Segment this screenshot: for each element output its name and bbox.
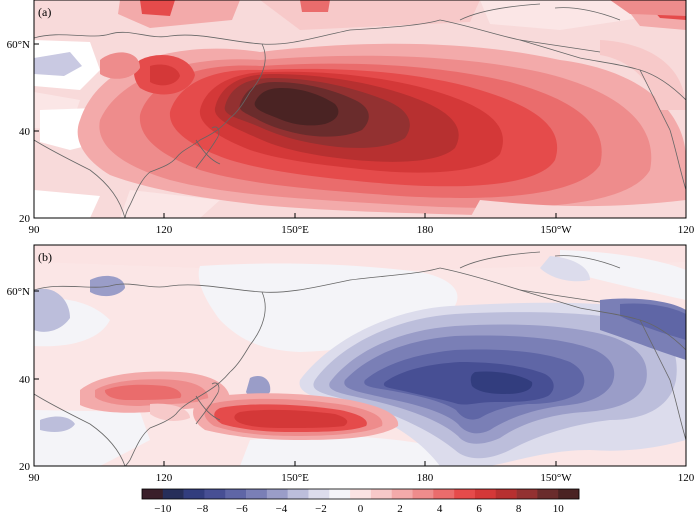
panel-b-x-tick-180: 180 — [417, 472, 434, 484]
colorbar-bin — [412, 489, 434, 499]
panel-a-x-tick-90: 90 — [29, 224, 41, 236]
panel-a-frame — [33, 0, 687, 219]
panel-b-label: (b) — [38, 250, 52, 264]
panel-a-y-tick-labels: 60°N 40 20 — [7, 39, 31, 225]
panel-b-x-tick-120: 120 — [156, 472, 173, 484]
panel-a-label: (a) — [38, 5, 51, 19]
panel-b-x-tick-90: 90 — [29, 472, 41, 484]
colorbar-bin — [391, 489, 413, 499]
colorbar-tick-label: 0 — [358, 503, 364, 512]
colorbar-bin — [516, 489, 538, 499]
panel-a-y-tick-60n: 60°N — [7, 39, 30, 51]
panel-a-x-tick-150w: 150°W — [540, 224, 572, 236]
colorbar-tick-label: −4 — [276, 503, 288, 512]
panel-b-y-tick-40: 40 — [19, 374, 31, 386]
colorbar-tick-label: 4 — [437, 503, 443, 512]
colorbar-bin — [183, 489, 205, 499]
colorbar-tick-label: −8 — [196, 503, 208, 512]
colorbar-bin — [162, 489, 184, 499]
colorbar-bin — [266, 489, 288, 499]
panel-a-x-tick-180: 180 — [417, 224, 434, 236]
colorbar-tick-labels: −10 −8 −6 −4 −2 0 2 4 6 8 10 — [154, 503, 564, 512]
panel-b-coastlines — [34, 251, 686, 466]
colorbar-bin — [287, 489, 309, 499]
colorbar-bin — [329, 489, 351, 499]
colorbar-tick-label: 8 — [516, 503, 522, 512]
panel-b-x-tick-150w: 150°W — [540, 472, 572, 484]
panel-a-x-tick-120: 120 — [156, 224, 173, 236]
panel-a-x-tick-150e: 150°E — [281, 224, 309, 236]
panel-b-contours — [34, 245, 686, 466]
panel-a-y-tick-20: 20 — [19, 213, 31, 225]
panel-b-y-tick-labels: 60°N 40 20 — [7, 286, 31, 473]
colorbar: −10 −8 −6 −4 −2 0 2 4 6 8 10 — [141, 488, 580, 512]
panel-a-ticks — [33, 43, 687, 219]
panel-b-frame — [33, 244, 687, 467]
colorbar-bin — [433, 489, 455, 499]
colorbar-bin — [142, 489, 164, 499]
panel-a-x-tick-labels: 90 120 150°E 180 150°W 120 — [29, 224, 695, 236]
panel-b-ticks — [33, 290, 687, 467]
colorbar-tick-label: 2 — [397, 503, 403, 512]
colorbar-bin — [474, 489, 497, 499]
colorbar-tick-label: −10 — [154, 503, 172, 512]
panel-b-x-tick-labels: 90 120 150°E 180 150°W 120 — [29, 472, 695, 484]
colorbar-frame — [141, 488, 580, 500]
panel-a-y-tick-40: 40 — [19, 126, 31, 138]
panel-b-y-tick-20: 20 — [19, 461, 31, 473]
colorbar-tick-label: 6 — [476, 503, 482, 512]
colorbar-bin — [308, 489, 330, 499]
colorbar-bin — [454, 489, 476, 499]
colorbar-bin — [350, 489, 372, 499]
colorbar-bin — [204, 489, 226, 499]
colorbar-tick-label: 10 — [553, 503, 565, 512]
panel-a-contours — [34, 0, 686, 218]
colorbar-tick-label: −6 — [236, 503, 248, 512]
panel-a: (a) 90 120 150°E 180 150°W 120 60°N 40 2… — [7, 0, 695, 236]
colorbar-bin — [495, 489, 517, 499]
panel-a-x-tick-120w: 120 — [678, 224, 695, 236]
colorbar-bin — [537, 489, 559, 499]
panel-b-y-tick-60n: 60°N — [7, 286, 30, 298]
colorbar-tick-label: −2 — [315, 503, 327, 512]
colorbar-bin — [558, 489, 580, 499]
panel-a-coastlines — [34, 3, 686, 218]
colorbar-bin — [370, 489, 393, 499]
panel-b: (b) 90 120 150°E 180 150°W 120 60°N 40 2… — [7, 244, 695, 484]
panel-b-x-tick-120w: 120 — [678, 472, 695, 484]
panel-b-x-tick-150e: 150°E — [281, 472, 309, 484]
colorbar-bin — [225, 489, 247, 499]
colorbar-bin — [246, 489, 268, 499]
colorbar-bins — [142, 489, 580, 499]
